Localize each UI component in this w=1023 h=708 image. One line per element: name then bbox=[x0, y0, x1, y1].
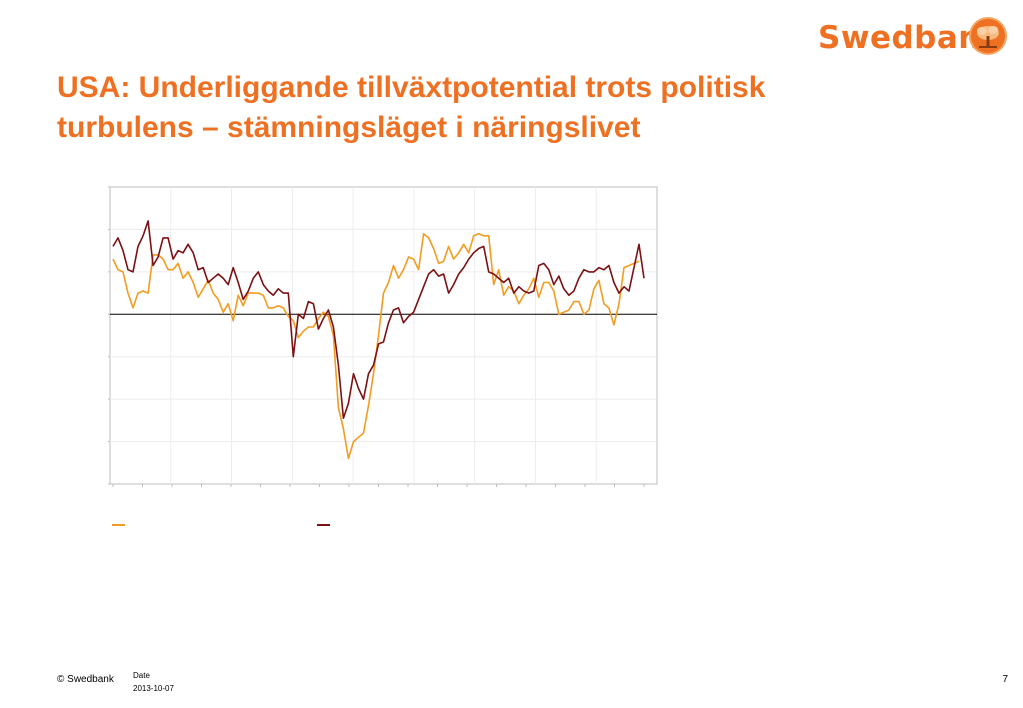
oak-tree-icon bbox=[969, 17, 1007, 55]
footer-copyright: © Swedbank bbox=[57, 674, 114, 685]
series-line-2 bbox=[112, 220, 645, 419]
page-number: 7 bbox=[1002, 674, 1008, 685]
series-line-1 bbox=[112, 232, 640, 460]
swedbank-logo: Swedbank bbox=[818, 14, 1013, 62]
slide-title: USA: Underliggande tillväxtpotential tro… bbox=[57, 71, 766, 144]
footer-date: 2013-10-07 bbox=[133, 684, 174, 693]
plot-area bbox=[109, 186, 658, 485]
footer-date-label: Date bbox=[133, 671, 150, 680]
line-chart bbox=[108, 186, 658, 526]
